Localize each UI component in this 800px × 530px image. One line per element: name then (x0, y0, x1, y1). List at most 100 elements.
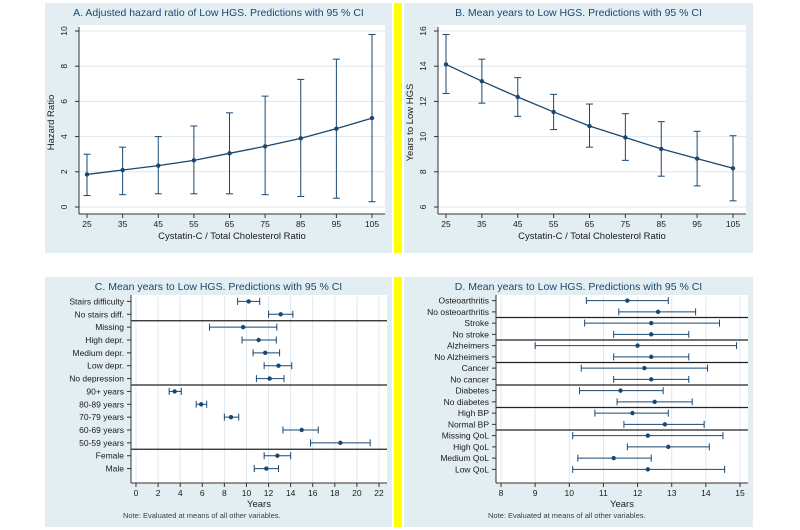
mean-point (642, 365, 647, 371)
category-label: 90+ years (86, 386, 124, 396)
mean-point (267, 376, 272, 381)
mean-point (649, 320, 654, 326)
x-tick-label: 45 (154, 219, 164, 229)
panel-a-title: A. Adjusted hazard ratio of Low HGS. Pre… (73, 7, 364, 19)
category-label: Missing (95, 322, 124, 332)
category-label: High QoL (453, 442, 489, 452)
x-tick-label: 4 (178, 488, 183, 498)
x-tick-label: 20 (352, 488, 362, 498)
category-label: Osteoarthritis (438, 296, 489, 306)
x-tick-label: 18 (330, 488, 340, 498)
category-label: Cancer (462, 363, 490, 373)
mean-point (655, 309, 661, 315)
category-label: 80-89 years (79, 399, 124, 409)
x-tick-label: 25 (441, 219, 451, 229)
y-axis-label: Years to Low HGS (405, 84, 416, 162)
category-label: Medium QoL (440, 453, 489, 463)
x-tick-label: 22 (374, 488, 384, 498)
mean-point (649, 354, 654, 360)
y-tick-label: 12 (418, 96, 428, 106)
y-tick-label: 16 (418, 26, 428, 36)
category-label: 60-69 years (79, 425, 124, 435)
x-tick-label: 65 (585, 219, 595, 229)
x-tick-label: 11 (599, 488, 608, 498)
mean-point (278, 312, 283, 317)
mean-point (198, 402, 204, 407)
panel-b: B. Mean years to Low HGS. Predictions wi… (404, 3, 753, 253)
x-tick-label: 10 (565, 488, 575, 498)
y-tick-label: 2 (59, 169, 69, 174)
mean-point (256, 337, 261, 343)
x-tick-label: 55 (189, 219, 199, 229)
x-tick-label: 95 (332, 219, 342, 229)
x-tick-label: 13 (667, 488, 677, 498)
mean-point (652, 399, 657, 405)
panel-a-plot: 0 2 4 6 8 10 25 35 45 55 65 75 85 95 105 Cystatin-C / T… (46, 25, 385, 242)
yellow-divider-top (394, 3, 402, 253)
plot-area (131, 295, 387, 483)
mean-point (694, 156, 700, 161)
panel-c: C. Mean years to Low HGS. Predictions wi… (45, 277, 392, 527)
x-tick-label: 12 (264, 488, 274, 498)
plot-area (79, 25, 385, 214)
panel-c-title: C. Mean years to Low HGS. Predictions wi… (94, 281, 343, 293)
x-tick-label: 65 (225, 219, 235, 229)
x-tick-label: 9 (533, 488, 538, 498)
mean-point (479, 78, 485, 84)
mean-point (649, 332, 654, 337)
panel-b-plot: 6 8 10 12 14 16 25 35 45 55 65 75 85 95 105 Cystatin-C … (405, 25, 746, 242)
mean-point (645, 467, 651, 472)
mean-point (662, 422, 668, 427)
category-label: No depression (69, 374, 124, 384)
mean-point (334, 126, 339, 131)
mean-point (645, 433, 651, 438)
mean-point (84, 172, 90, 177)
y-tick-label: 6 (59, 99, 69, 104)
category-label: Low depr. (87, 361, 124, 371)
x-tick-label: 75 (260, 219, 270, 229)
mean-point (630, 410, 635, 416)
category-label: Medium depr. (73, 348, 125, 358)
x-tick-label: 85 (657, 219, 667, 229)
category-label: No stroke (453, 329, 490, 339)
category-label: Stairs difficulty (69, 296, 124, 306)
mean-point (120, 167, 125, 173)
mean-point (246, 299, 251, 304)
category-label: High depr. (85, 335, 124, 345)
mean-point (618, 388, 623, 393)
x-tick-label: 2 (156, 488, 161, 498)
y-tick-label: 8 (418, 169, 428, 174)
y-tick-label: 8 (59, 64, 69, 69)
x-tick-label: 95 (692, 219, 702, 229)
category-label: Male (106, 464, 125, 474)
y-tick-label: 6 (418, 204, 428, 209)
mean-point (172, 389, 177, 394)
panel-c-plot: 0 2 4 6 8 10 12 14 16 18 20 22 Stairs difficulty No s… (69, 295, 387, 520)
mean-point (623, 135, 628, 140)
x-tick-label: 35 (118, 219, 128, 229)
x-tick-label: 55 (549, 219, 559, 229)
mean-point (551, 109, 556, 115)
y-tick-label: 10 (418, 132, 428, 142)
mean-point (264, 466, 269, 471)
x-axis-label: Cystatin-C / Total Cholesterol Ratio (518, 231, 666, 242)
x-tick-label: 16 (308, 488, 318, 498)
y-tick-label: 4 (59, 134, 69, 139)
x-tick-label: 14 (701, 488, 711, 498)
mean-point (227, 151, 232, 156)
note: Note: Evaluated at means of all other va… (488, 511, 646, 520)
x-tick-label: 0 (134, 488, 139, 498)
figure: A. Adjusted hazard ratio of Low HGS. Pre… (45, 3, 800, 527)
x-axis-label: Cystatin-C / Total Cholesterol Ratio (158, 231, 306, 242)
panel-d-title: D. Mean years to Low HGS. Predictions wi… (454, 281, 703, 293)
y-tick-label: 10 (59, 26, 69, 36)
x-tick-label: 10 (242, 488, 252, 498)
category-label: Female (96, 451, 125, 461)
mean-point (338, 440, 343, 446)
category-label: Low QoL (455, 464, 489, 474)
category-label: 50-59 years (79, 438, 124, 448)
mean-point (276, 363, 281, 368)
note: Note: Evaluated at means of all other va… (123, 511, 281, 520)
row-top: A. Adjusted hazard ratio of Low HGS. Pre… (45, 3, 800, 253)
